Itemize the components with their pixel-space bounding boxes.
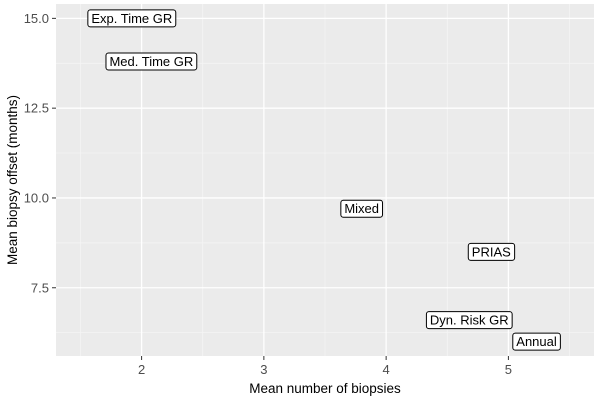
point-label-box (340, 199, 384, 218)
point-label-text: Dyn. Risk GR (430, 313, 509, 328)
x-tick-label: 5 (505, 362, 512, 377)
point-label: Exp. Time GR (87, 9, 177, 28)
point-label-box (512, 332, 561, 351)
point-labels: Exp. Time GR Med. Time GR Mixed PRIAS Dyn. R… (87, 9, 561, 351)
point-label-text: Mixed (344, 201, 379, 216)
x-axis-ticks: 2 3 4 5 (138, 356, 512, 377)
point-label: PRIAS (467, 242, 516, 261)
y-tick-label: 7.5 (31, 280, 49, 295)
y-tick-label: 15.0 (24, 11, 49, 26)
point-label: Mixed (340, 199, 384, 218)
y-axis-title: Mean biopsy offset (months) (5, 95, 20, 265)
point-label: Med. Time GR (105, 52, 198, 71)
point-label: Annual (512, 332, 561, 351)
x-tick-label: 4 (383, 362, 390, 377)
y-axis-ticks: 7.5 10.0 12.5 15.0 (24, 11, 56, 295)
point-label-text: Exp. Time GR (91, 11, 172, 26)
point-label-box (467, 242, 516, 261)
y-tick-label: 10.0 (24, 190, 49, 205)
point-label-box (425, 311, 513, 330)
point-label-text: Med. Time GR (109, 54, 193, 69)
point-label-text: PRIAS (472, 244, 511, 259)
point-label-box (105, 52, 198, 71)
y-tick-label: 12.5 (24, 101, 49, 116)
major-gridlines (56, 4, 594, 356)
point-label-box (87, 9, 177, 28)
x-tick-label: 3 (260, 362, 267, 377)
x-tick-label: 2 (138, 362, 145, 377)
point-label-text: Annual (516, 334, 557, 349)
point-label: Dyn. Risk GR (425, 311, 513, 330)
x-axis-title: Mean number of biopsies (249, 381, 401, 396)
